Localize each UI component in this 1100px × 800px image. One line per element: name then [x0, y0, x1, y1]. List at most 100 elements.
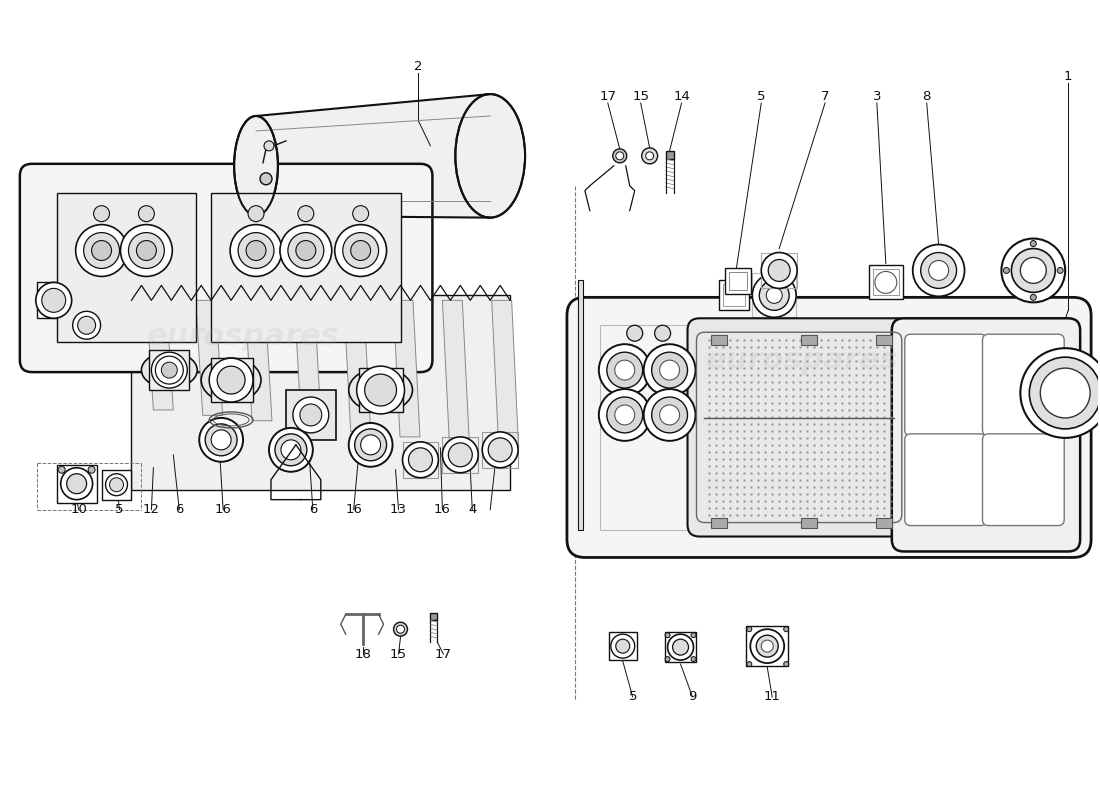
Bar — [57, 465, 97, 502]
Circle shape — [155, 356, 184, 384]
Circle shape — [280, 440, 301, 460]
Text: 15: 15 — [632, 90, 649, 102]
Circle shape — [616, 152, 624, 160]
Circle shape — [757, 635, 778, 657]
Circle shape — [752, 274, 796, 318]
Circle shape — [296, 241, 316, 261]
Polygon shape — [245, 300, 272, 421]
Circle shape — [67, 474, 87, 494]
Circle shape — [615, 360, 635, 380]
Circle shape — [750, 630, 784, 663]
Circle shape — [353, 206, 369, 222]
Circle shape — [615, 405, 635, 425]
Circle shape — [60, 468, 92, 500]
Circle shape — [666, 657, 670, 662]
Text: 16: 16 — [345, 503, 362, 516]
Polygon shape — [343, 300, 371, 431]
Bar — [719, 281, 749, 310]
Ellipse shape — [455, 94, 525, 218]
Circle shape — [364, 374, 396, 406]
Bar — [729, 273, 747, 290]
Circle shape — [691, 657, 696, 662]
Circle shape — [110, 478, 123, 492]
Circle shape — [1021, 258, 1046, 283]
Circle shape — [644, 389, 695, 441]
Circle shape — [58, 466, 65, 474]
Circle shape — [260, 173, 272, 185]
Circle shape — [1001, 238, 1065, 302]
Circle shape — [928, 261, 948, 281]
Circle shape — [84, 233, 120, 269]
Text: 5: 5 — [628, 690, 637, 703]
Polygon shape — [132, 295, 510, 490]
Circle shape — [442, 437, 478, 473]
Circle shape — [641, 148, 658, 164]
Circle shape — [158, 359, 180, 381]
Polygon shape — [146, 300, 174, 410]
Circle shape — [598, 344, 650, 396]
Circle shape — [209, 358, 253, 402]
Bar — [801, 335, 817, 345]
Text: 10: 10 — [70, 503, 87, 516]
Circle shape — [482, 432, 518, 468]
Circle shape — [761, 640, 773, 652]
Circle shape — [42, 288, 66, 312]
Bar — [430, 614, 438, 620]
Text: 3: 3 — [872, 90, 881, 102]
Bar — [36, 282, 57, 318]
Circle shape — [121, 225, 173, 277]
Bar — [873, 270, 899, 295]
Circle shape — [691, 633, 696, 638]
Text: 9: 9 — [689, 690, 696, 703]
Circle shape — [36, 282, 72, 318]
Text: 6: 6 — [309, 503, 317, 516]
Text: 2: 2 — [415, 60, 422, 73]
Bar — [664, 632, 696, 662]
Circle shape — [129, 233, 164, 269]
Circle shape — [361, 435, 381, 455]
Circle shape — [783, 626, 789, 632]
Circle shape — [394, 622, 407, 636]
Circle shape — [767, 287, 782, 303]
Text: 11: 11 — [763, 690, 781, 703]
Circle shape — [162, 362, 177, 378]
Bar — [211, 193, 400, 342]
Circle shape — [913, 245, 965, 296]
Circle shape — [78, 316, 96, 334]
Bar — [724, 285, 746, 306]
Ellipse shape — [349, 368, 412, 412]
Circle shape — [139, 206, 154, 222]
Circle shape — [761, 253, 798, 288]
Circle shape — [616, 639, 629, 653]
Bar — [359, 368, 403, 412]
Bar — [876, 518, 892, 527]
Bar — [752, 274, 796, 318]
Circle shape — [349, 423, 393, 466]
FancyBboxPatch shape — [905, 434, 987, 526]
Polygon shape — [295, 300, 321, 426]
Circle shape — [199, 418, 243, 462]
Polygon shape — [393, 300, 420, 437]
Circle shape — [298, 206, 314, 222]
Circle shape — [747, 626, 751, 632]
Text: 6: 6 — [175, 503, 184, 516]
Circle shape — [403, 442, 439, 478]
Bar — [150, 350, 189, 390]
Circle shape — [1031, 241, 1036, 246]
Polygon shape — [256, 94, 491, 218]
Bar — [211, 358, 253, 402]
Circle shape — [1030, 357, 1100, 429]
FancyBboxPatch shape — [688, 318, 911, 537]
Circle shape — [1003, 267, 1010, 274]
Circle shape — [1031, 294, 1036, 300]
Circle shape — [666, 633, 670, 638]
Circle shape — [136, 241, 156, 261]
Circle shape — [627, 326, 642, 342]
Bar — [57, 193, 196, 342]
Polygon shape — [442, 300, 470, 442]
Circle shape — [607, 397, 642, 433]
Bar — [286, 390, 336, 440]
Circle shape — [607, 352, 642, 388]
Circle shape — [598, 389, 650, 441]
Circle shape — [449, 443, 472, 466]
